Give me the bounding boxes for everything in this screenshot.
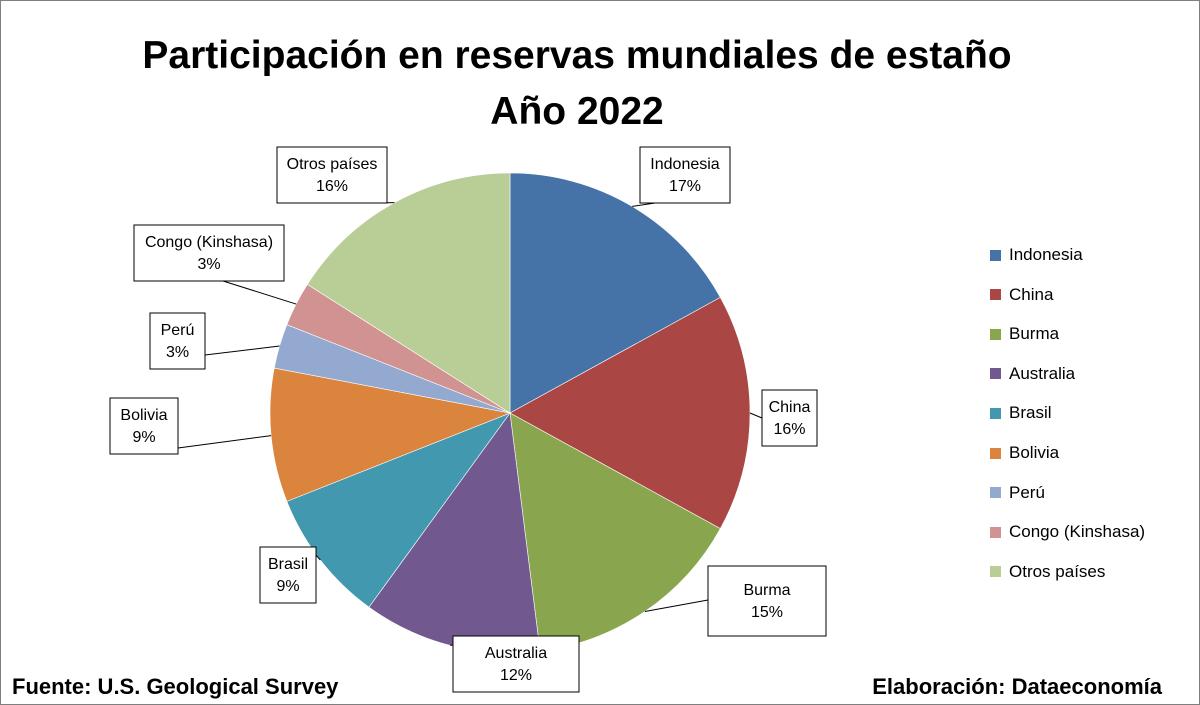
- legend-item: Otros países: [990, 561, 1105, 583]
- data-label-value: 15%: [751, 604, 783, 621]
- pie-slice-brasil: [286, 412, 511, 608]
- pie-slice-otros-pa-ses: [306, 172, 511, 414]
- data-label-name: China: [769, 399, 811, 416]
- data-label-value: 3%: [197, 256, 220, 273]
- data-label-value: 9%: [276, 578, 299, 595]
- legend-label: Australia: [1009, 363, 1076, 383]
- legend-item: Burma: [990, 323, 1059, 345]
- footer-credit: Elaboración: Dataeconomía: [872, 674, 1162, 699]
- leader-line: [749, 412, 763, 419]
- data-label-name: Bolivia: [120, 407, 167, 424]
- data-label-name: Australia: [485, 645, 547, 662]
- data-label-name: Congo (Kinshasa): [145, 234, 273, 251]
- data-label-box: [452, 635, 580, 693]
- data-label-name: Indonesia: [650, 156, 719, 173]
- leader-line: [315, 554, 321, 561]
- data-label-name: Otros países: [287, 156, 378, 173]
- legend-swatch: [990, 328, 1001, 340]
- data-label-value: 12%: [500, 667, 532, 684]
- leader-line: [632, 202, 656, 207]
- data-label-box: [639, 146, 731, 204]
- data-label-box: [259, 546, 317, 604]
- leader-line: [177, 435, 272, 449]
- legend-item: Brasil: [990, 402, 1052, 424]
- legend-label: Congo (Kinshasa): [1009, 522, 1146, 542]
- data-label-name: Burma: [743, 582, 790, 599]
- legend-label: China: [1009, 284, 1054, 304]
- data-label-box: [707, 565, 827, 637]
- data-label-box: [109, 397, 179, 455]
- leader-line: [644, 599, 709, 612]
- data-label-box: [276, 146, 388, 204]
- legend-label: Bolivia: [1009, 443, 1060, 462]
- pie-slice-bolivia: [269, 367, 512, 502]
- data-label-value: 9%: [132, 429, 155, 446]
- chart-title: Participación en reservas mundiales de e…: [142, 34, 1012, 77]
- legend-swatch: [990, 566, 1001, 578]
- legend-swatch: [990, 447, 1001, 459]
- legend-swatch: [990, 487, 1001, 499]
- legend-item: Bolivia: [990, 442, 1059, 464]
- legend-item: Congo (Kinshasa): [990, 521, 1145, 543]
- data-label-value: 3%: [166, 344, 189, 361]
- legend-label: Perú: [1009, 482, 1045, 502]
- legend-swatch: [990, 249, 1001, 261]
- leader-line: [204, 345, 280, 356]
- legend-label: Otros países: [1009, 561, 1106, 581]
- legend-label: Burma: [1009, 324, 1060, 344]
- footer-source: Fuente: U.S. Geological Survey: [12, 674, 339, 699]
- data-label-box: [149, 312, 206, 370]
- legend-swatch: [990, 407, 1001, 419]
- data-label-box: [133, 224, 285, 282]
- legend-swatch: [990, 526, 1001, 538]
- pie-slice-china: [509, 296, 751, 530]
- data-label-value: 17%: [669, 178, 701, 195]
- legend-item: Indonesia: [990, 244, 1083, 266]
- data-label-value: 16%: [316, 178, 348, 195]
- legend-item: Australia: [990, 363, 1075, 385]
- legend-swatch: [990, 368, 1001, 380]
- leader-line: [222, 280, 297, 305]
- legend-label: Brasil: [1009, 403, 1052, 423]
- legend-item: China: [990, 284, 1053, 306]
- data-label-name: Perú: [161, 322, 195, 339]
- data-label-value: 16%: [773, 421, 805, 438]
- legend-label: Indonesia: [1009, 245, 1083, 264]
- legend-swatch: [990, 289, 1001, 301]
- chart-subtitle: Año 2022: [490, 90, 664, 133]
- data-label-box: [761, 389, 818, 447]
- legend-item: Perú: [990, 482, 1045, 504]
- data-label-name: Brasil: [268, 556, 308, 573]
